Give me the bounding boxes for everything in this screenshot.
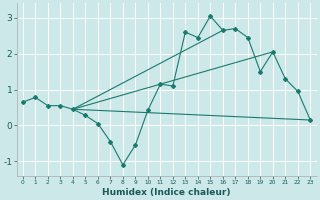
X-axis label: Humidex (Indice chaleur): Humidex (Indice chaleur) <box>102 188 231 197</box>
